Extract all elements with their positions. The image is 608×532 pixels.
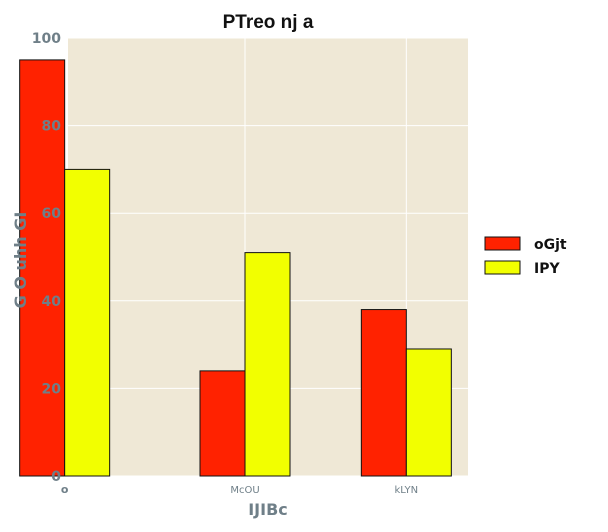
legend: oGjt IPY [484,236,567,277]
y-tick-label: 60 [42,206,62,222]
y-tick-label: 80 [42,119,62,135]
y-tick-label: 100 [32,31,61,47]
y-tick-labels: 0 20 40 60 80 100 [32,31,61,485]
bar-IPY-McOU [244,252,291,477]
x-axis-label: IJIBc [248,500,288,519]
x-tick-label: McOU [230,485,259,496]
bar-IPY-o [64,168,111,477]
chart-title: PTreo nj a [223,12,314,33]
x-tick-labels: o McOU kLYN [61,483,418,496]
bar-oGjt-McOU [199,370,246,477]
y-tick-label: 20 [42,381,62,397]
legend-label: IPY [534,261,560,277]
bar-oGjt-o [19,59,66,477]
legend-swatch [484,236,521,251]
y-tick-label: 0 [51,469,61,485]
bar-IPY-kLYN [405,348,452,477]
legend-swatch [484,260,521,275]
y-axis-label: G O uhh GI [11,212,30,309]
legend-label: oGjt [534,237,567,253]
y-tick-label: 40 [42,294,62,310]
x-tick-label: o [61,483,69,496]
x-tick-label: kLYN [395,485,419,496]
bar-oGjt-kLYN [360,309,407,477]
bars [19,59,452,477]
